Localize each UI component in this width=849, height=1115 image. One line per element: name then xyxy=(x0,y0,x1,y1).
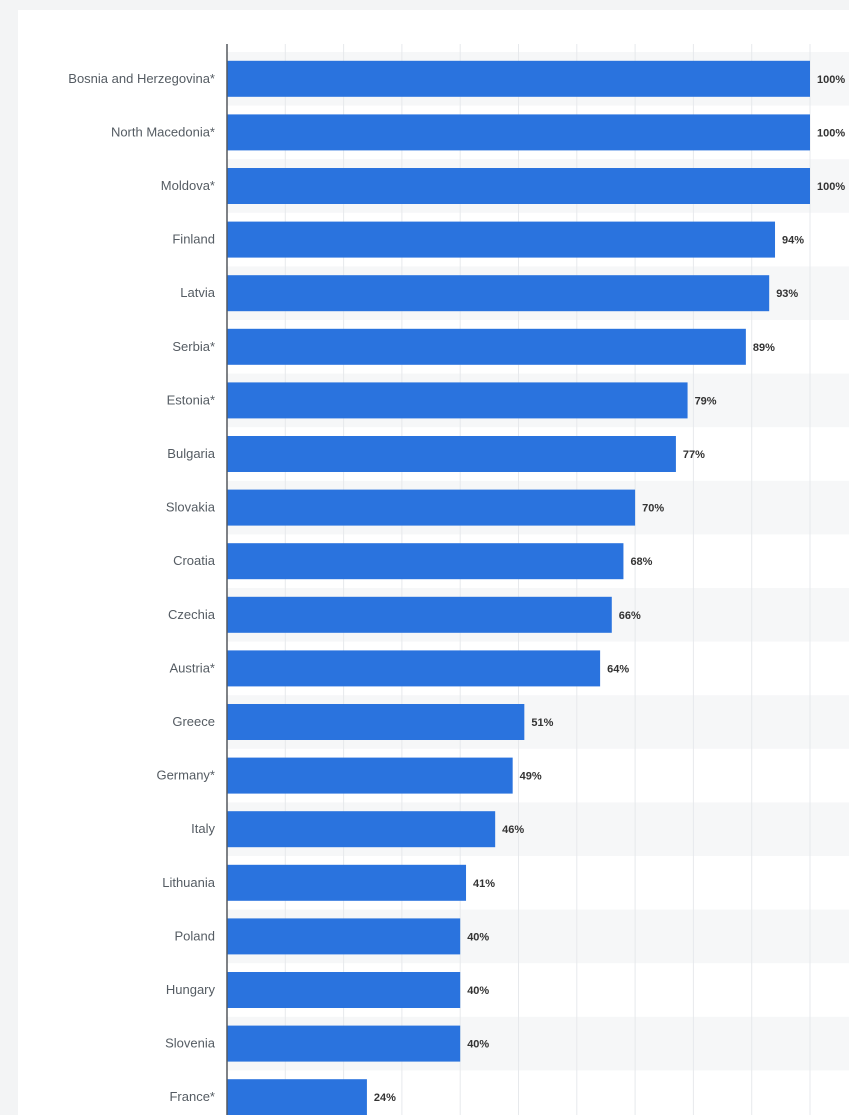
bar xyxy=(227,221,776,258)
bar xyxy=(227,1025,461,1062)
bar xyxy=(227,543,624,580)
value-label: 49% xyxy=(520,771,542,783)
category-label: Poland xyxy=(175,928,215,943)
category-label: North Macedonia* xyxy=(111,124,215,139)
bar xyxy=(227,918,461,955)
category-label: Latvia xyxy=(180,285,215,300)
bar xyxy=(227,972,461,1008)
bar xyxy=(227,757,513,794)
value-label: 51% xyxy=(531,717,553,729)
category-label: Greece xyxy=(172,714,215,729)
value-label: 94% xyxy=(782,235,804,247)
bar xyxy=(227,650,601,687)
bar xyxy=(227,168,810,204)
category-label: Finland xyxy=(172,232,215,247)
value-label: 40% xyxy=(467,1039,489,1051)
value-label: 66% xyxy=(619,610,641,622)
value-label: 68% xyxy=(630,556,652,568)
category-label: Bulgaria xyxy=(167,446,215,461)
bar xyxy=(227,596,612,633)
bar xyxy=(227,114,810,151)
bar xyxy=(227,864,467,901)
bar-chart: Bosnia and Herzegovina* North Macedonia* M… xyxy=(68,44,849,1115)
bar xyxy=(227,1079,367,1115)
category-label: Bosnia and Herzegovina* xyxy=(68,71,215,86)
category-labels: Bosnia and Herzegovina* North Macedonia* M… xyxy=(68,71,215,1104)
bar xyxy=(227,328,746,365)
category-label: Estonia* xyxy=(167,392,215,407)
category-label: Italy xyxy=(191,821,215,836)
category-label: Croatia xyxy=(173,553,216,568)
value-label: 40% xyxy=(467,931,489,943)
category-label: Moldova* xyxy=(161,178,215,193)
value-label: 93% xyxy=(776,288,798,300)
value-label: 100% xyxy=(817,127,845,139)
value-label: 46% xyxy=(502,824,524,836)
bar xyxy=(227,436,676,472)
value-label: 100% xyxy=(817,181,845,193)
bar xyxy=(227,704,525,740)
bar xyxy=(227,811,496,848)
category-label: Austria* xyxy=(169,660,215,675)
bar xyxy=(227,275,770,312)
bar xyxy=(227,382,688,419)
category-label: Serbia* xyxy=(172,339,215,354)
category-label: Czechia xyxy=(168,607,216,622)
value-label: 64% xyxy=(607,663,629,675)
bar xyxy=(227,60,810,97)
value-label: 24% xyxy=(374,1092,396,1104)
category-label: Hungary xyxy=(166,982,216,997)
bar xyxy=(227,489,636,526)
category-label: Slovakia xyxy=(166,500,216,515)
value-label: 79% xyxy=(695,395,717,407)
category-label: Slovenia xyxy=(165,1036,216,1051)
value-labels: 100% 100% 100% 94% 93% 89% 79% 77% 70% 68% 66% 64% 5… xyxy=(374,74,845,1104)
value-label: 40% xyxy=(467,985,489,997)
category-label: France* xyxy=(169,1089,215,1104)
value-label: 89% xyxy=(753,342,775,354)
category-label: Germany* xyxy=(156,768,215,783)
value-label: 77% xyxy=(683,449,705,461)
value-label: 70% xyxy=(642,503,664,515)
category-label: Lithuania xyxy=(162,875,216,890)
chart-card: Bosnia and Herzegovina* North Macedonia* M… xyxy=(18,10,849,1115)
bars xyxy=(227,60,810,1115)
value-label: 100% xyxy=(817,74,845,86)
value-label: 41% xyxy=(473,878,495,890)
